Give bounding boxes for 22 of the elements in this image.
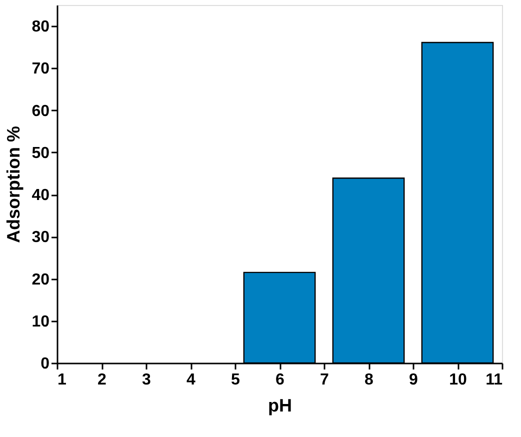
x-tick-label: 6	[276, 372, 285, 388]
y-tick-label: 50	[32, 144, 50, 162]
x-tick-label: 11	[486, 372, 503, 388]
x-tick-label: 7	[320, 372, 330, 388]
x-tick-label: 9	[409, 372, 418, 388]
y-tick-label: 10	[32, 313, 50, 330]
x-tick-label: 8	[364, 372, 374, 388]
x-tick-label: 5	[231, 372, 240, 388]
x-tick-label: 2	[98, 372, 107, 388]
x-tick-label: 4	[186, 372, 196, 388]
x-tick-label: 3	[142, 372, 152, 388]
y-tick-label: 0	[40, 356, 50, 372]
x-axis-title: pH	[268, 396, 292, 416]
y-tick-label: 80	[32, 18, 50, 36]
y-tick-label: 40	[32, 187, 50, 204]
y-axis-title: Adsorption %	[4, 126, 24, 243]
x-tick-label: 10	[449, 372, 467, 388]
x-tick-label: 1	[58, 372, 66, 388]
y-tick-label: 70	[32, 60, 50, 78]
y-tick-label: 60	[32, 102, 50, 120]
y-tick-label: 20	[32, 271, 50, 288]
y-tick-label: 30	[32, 229, 50, 246]
